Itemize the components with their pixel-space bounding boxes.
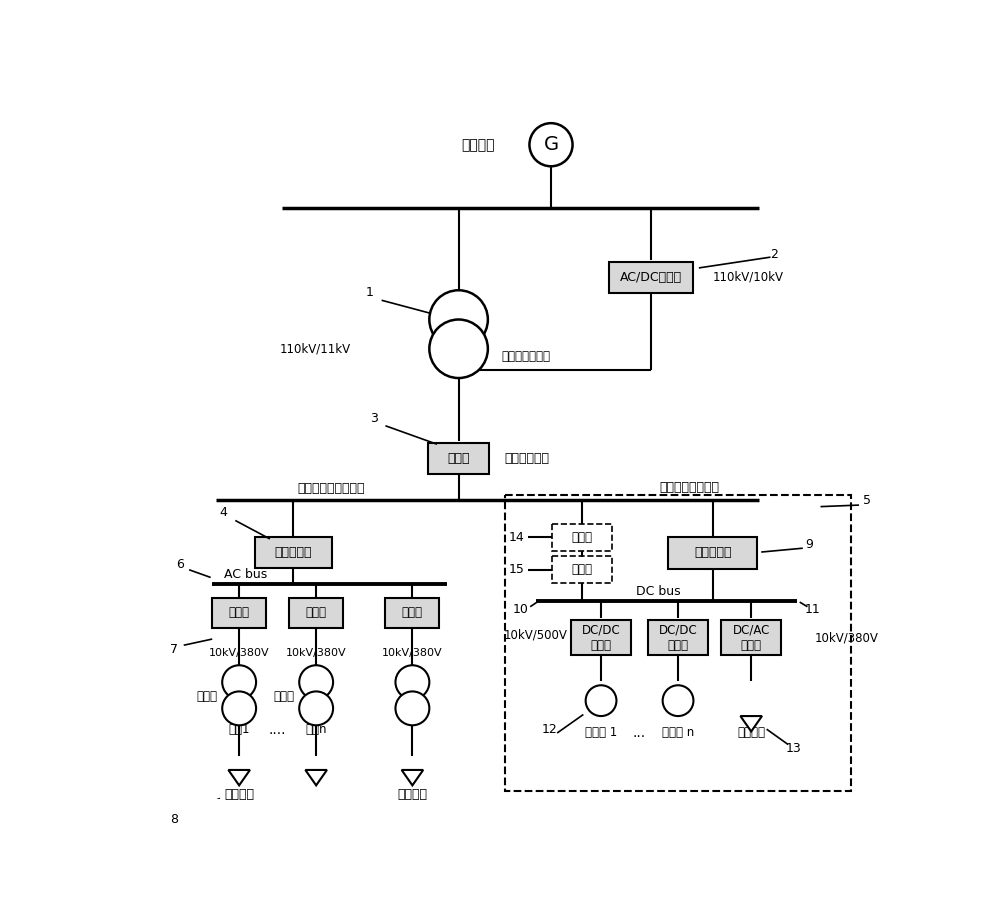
Text: 电动汽车充放电站: 电动汽车充放电站 [660,480,720,494]
Text: G: G [543,136,559,154]
Polygon shape [305,770,327,786]
Circle shape [222,691,256,726]
Text: 10: 10 [512,603,528,616]
Text: 11: 11 [805,603,821,616]
Text: 断路器: 断路器 [306,606,327,620]
Text: ....: .... [269,723,286,737]
Text: 居民1: 居民1 [228,724,250,736]
Bar [255,537,332,568]
Text: 充电桡 n: 充电桡 n [662,726,694,739]
Bar [505,495,851,791]
Text: 站内负荷: 站内负荷 [737,726,765,739]
Text: 断路器: 断路器 [402,606,423,620]
Polygon shape [402,770,423,786]
Text: AC bus: AC bus [224,568,267,581]
Bar [552,524,612,550]
Circle shape [429,320,488,378]
Bar [289,598,343,628]
Bar [668,537,757,569]
Text: 10kV/380V: 10kV/380V [209,648,269,658]
Text: 4: 4 [220,506,228,519]
Text: 110kV/10kV: 110kV/10kV [713,270,784,284]
Circle shape [429,290,488,348]
Text: 平波电抗器: 平波电抗器 [694,546,731,559]
Bar [648,620,708,656]
Text: 5: 5 [863,494,871,507]
Text: 3: 3 [370,411,378,425]
Circle shape [395,665,429,700]
Text: 9: 9 [805,538,813,550]
Text: DC/DC: DC/DC [582,623,620,637]
Text: 接变压器中性点: 接变压器中性点 [501,350,550,363]
Bar [721,620,781,656]
Bar [212,598,266,628]
Text: DC/AC: DC/AC [733,623,770,637]
Text: 断路器: 断路器 [571,531,592,544]
Text: 10kV/500V: 10kV/500V [504,629,568,642]
Text: 变换器: 变换器 [668,638,689,652]
Text: 13: 13 [786,742,801,755]
Text: 1: 1 [366,286,374,299]
Polygon shape [228,770,250,786]
Text: DC/DC: DC/DC [659,623,697,637]
Text: 滤波电容器: 滤波电容器 [274,546,312,559]
Circle shape [529,123,573,166]
Text: 10kV/380V: 10kV/380V [286,648,346,658]
Text: 逆变器: 逆变器 [571,563,592,577]
Text: 交流负荷: 交流负荷 [224,788,254,801]
Text: 12: 12 [542,723,557,735]
Text: 居民n: 居民n [305,724,327,736]
Bar [428,443,489,473]
Text: 配电筱: 配电筱 [273,691,294,703]
Text: 7: 7 [170,643,178,656]
Text: 10kV/380V: 10kV/380V [815,631,879,644]
Circle shape [395,691,429,726]
Circle shape [299,665,333,700]
Text: 重要负荷: 重要负荷 [397,788,427,801]
Text: 逆变器: 逆变器 [741,638,762,652]
Text: 充电桡 1: 充电桡 1 [585,726,617,739]
Circle shape [299,691,333,726]
Text: 15: 15 [508,563,524,577]
Text: 6: 6 [176,558,184,571]
Text: 110kV/11kV: 110kV/11kV [280,342,351,356]
Text: AC/DC变换器: AC/DC变换器 [620,270,682,284]
Text: 2: 2 [770,248,778,260]
Circle shape [586,685,616,716]
Text: 变换器: 变换器 [591,638,612,652]
Bar [609,261,693,293]
Bar [552,556,612,583]
Text: ...: ... [633,726,646,740]
Text: 10kV/380V: 10kV/380V [382,648,443,658]
Text: 同线交直流馈送线路: 同线交直流馈送线路 [298,482,365,496]
Circle shape [222,665,256,700]
Text: 断路器: 断路器 [229,606,250,620]
Bar [385,598,439,628]
Text: 交流主网: 交流主网 [461,137,495,152]
Circle shape [663,685,693,716]
Text: DC bus: DC bus [636,585,681,598]
Text: 配电筱: 配电筱 [196,691,217,703]
Text: 总开关断路器: 总开关断路器 [505,452,550,464]
Bar [571,620,631,656]
Text: 8: 8 [170,813,178,826]
Text: 14: 14 [508,531,524,544]
Text: 断路器: 断路器 [447,452,470,464]
Polygon shape [740,716,762,732]
